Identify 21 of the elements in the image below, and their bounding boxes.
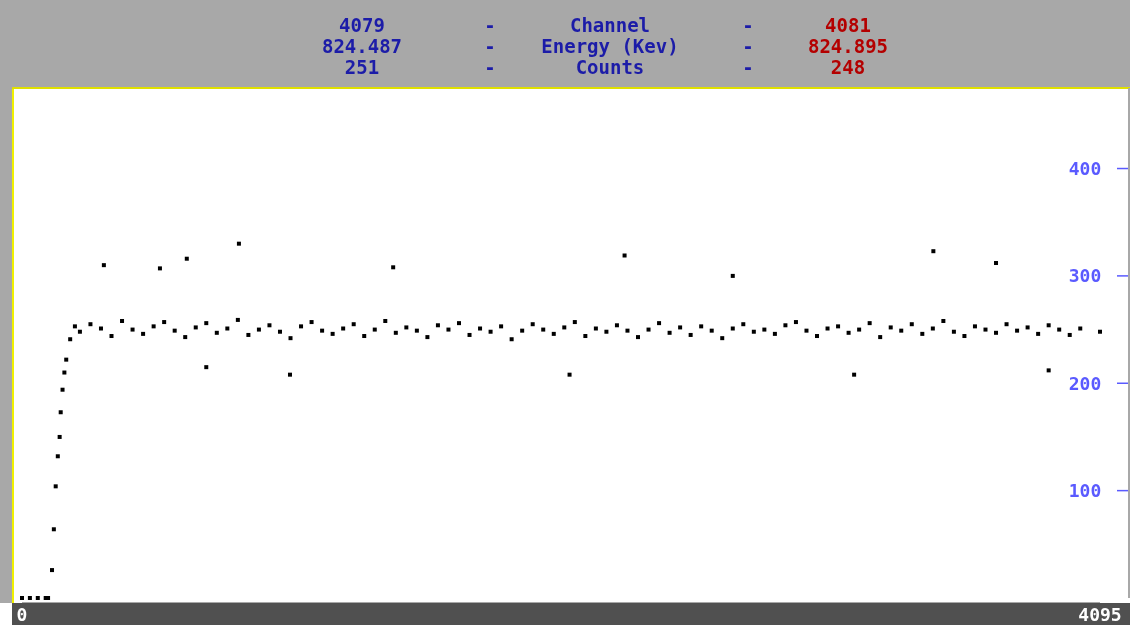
y-tick-label: 400 — [1068, 158, 1102, 180]
text: - — [742, 14, 754, 36]
x-tick-label: 0 — [16, 604, 28, 625]
text: Energy (Kev) — [541, 35, 679, 57]
text: - — [484, 56, 496, 78]
text: 248 — [830, 56, 866, 78]
text: 824.895 — [807, 35, 889, 57]
text: Counts — [575, 56, 645, 78]
y-tick-label: 100 — [1068, 480, 1102, 502]
x-tick-label: 4095 — [1078, 604, 1122, 625]
text: - — [742, 56, 754, 78]
text: 824.487 — [321, 35, 403, 57]
text: - — [742, 35, 754, 57]
y-tick-label: 200 — [1068, 372, 1102, 394]
text: - — [484, 35, 496, 57]
text: 4081 — [825, 14, 871, 36]
text: 251 — [344, 56, 380, 78]
text: - — [484, 14, 496, 36]
text: 4079 — [339, 14, 385, 36]
text: Channel — [569, 14, 651, 36]
y-tick-label: 300 — [1068, 265, 1102, 287]
